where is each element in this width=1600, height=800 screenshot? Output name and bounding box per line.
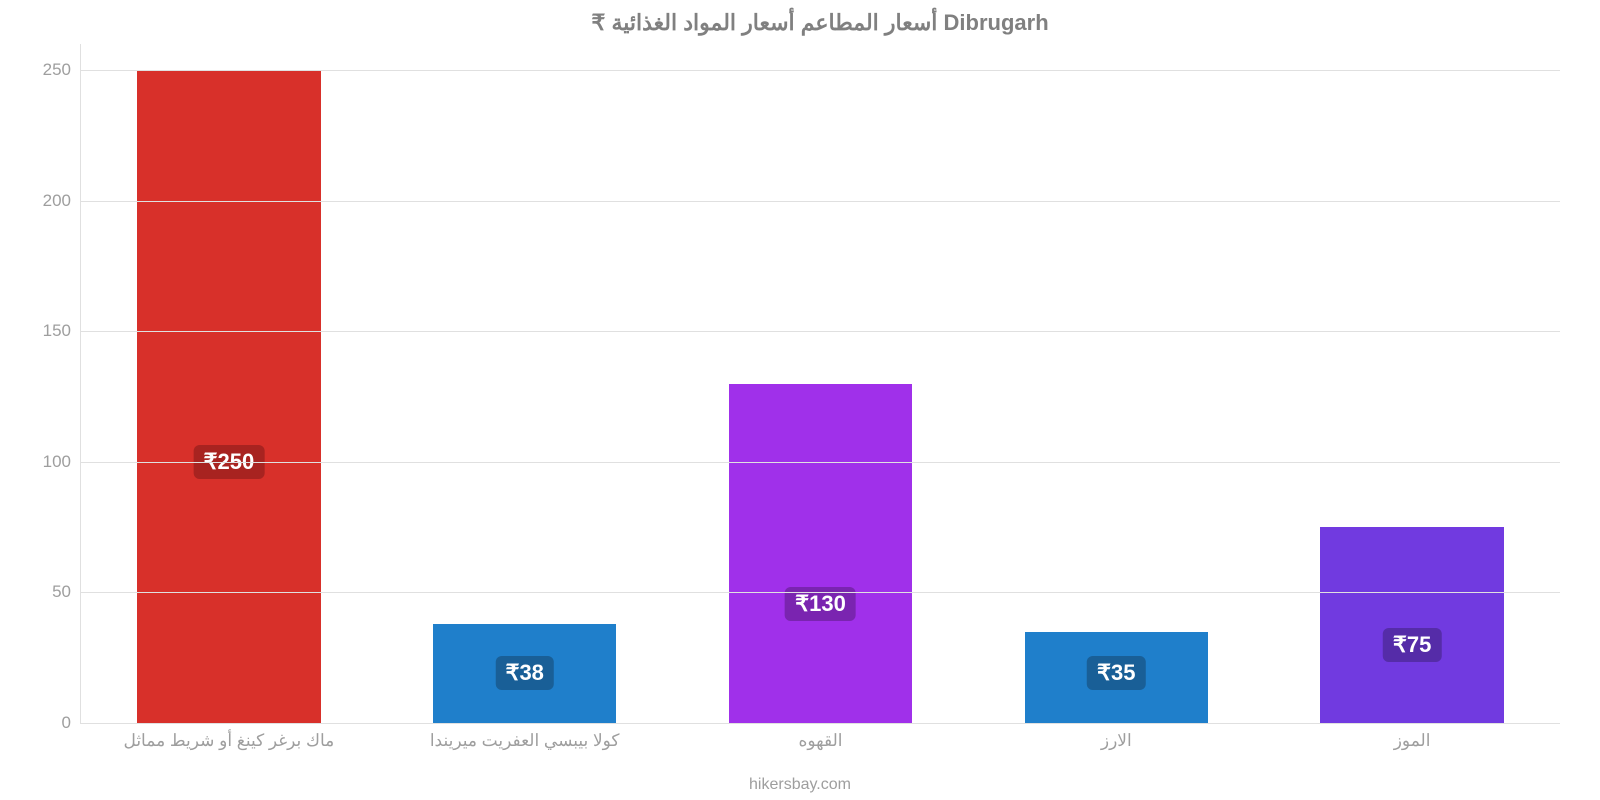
gridline <box>81 331 1560 332</box>
x-tick-label: الموز <box>1264 723 1560 751</box>
gridline <box>81 462 1560 463</box>
bar: ₹250 <box>137 70 320 723</box>
x-tick-label: الارز <box>968 723 1264 751</box>
plot-area: ₹250ماك برغر كينغ أو شريط مماثل ₹38كولا ب… <box>80 44 1560 724</box>
bar: ₹35 <box>1025 632 1208 723</box>
bar-slot: ₹35الارز <box>1025 44 1208 723</box>
gridline <box>81 201 1560 202</box>
y-tick-label: 50 <box>52 582 81 602</box>
bar-chart: ₹ أسعار المطاعم أسعار المواد الغذائية Di… <box>0 0 1600 800</box>
x-tick-label: ماك برغر كينغ أو شريط مماثل <box>81 723 377 751</box>
y-tick-label: 200 <box>43 191 81 211</box>
gridline <box>81 723 1560 724</box>
gridline <box>81 592 1560 593</box>
attribution: hikersbay.com <box>749 776 851 794</box>
x-tick-label: كولا بيبسي العفريت ميريندا <box>377 723 673 751</box>
bar-value-label: ₹35 <box>1087 656 1145 690</box>
x-tick-label: القهوه <box>673 723 969 751</box>
chart-title: ₹ أسعار المطاعم أسعار المواد الغذائية Di… <box>80 10 1560 36</box>
bar-slot: ₹75الموز <box>1320 44 1503 723</box>
y-tick-label: 250 <box>43 60 81 80</box>
bar-slot: ₹130القهوه <box>729 44 912 723</box>
y-tick-label: 100 <box>43 452 81 472</box>
bar-value-label: ₹75 <box>1383 628 1441 662</box>
y-tick-label: 0 <box>62 713 81 733</box>
bar-value-label: ₹38 <box>495 656 553 690</box>
gridline <box>81 70 1560 71</box>
y-tick-label: 150 <box>43 321 81 341</box>
bar: ₹130 <box>729 384 912 724</box>
bar-slot: ₹38كولا بيبسي العفريت ميريندا <box>433 44 616 723</box>
bar-slot: ₹250ماك برغر كينغ أو شريط مماثل <box>137 44 320 723</box>
bar: ₹38 <box>433 624 616 723</box>
bar: ₹75 <box>1320 527 1503 723</box>
bars-layer: ₹250ماك برغر كينغ أو شريط مماثل ₹38كولا ب… <box>81 44 1560 723</box>
